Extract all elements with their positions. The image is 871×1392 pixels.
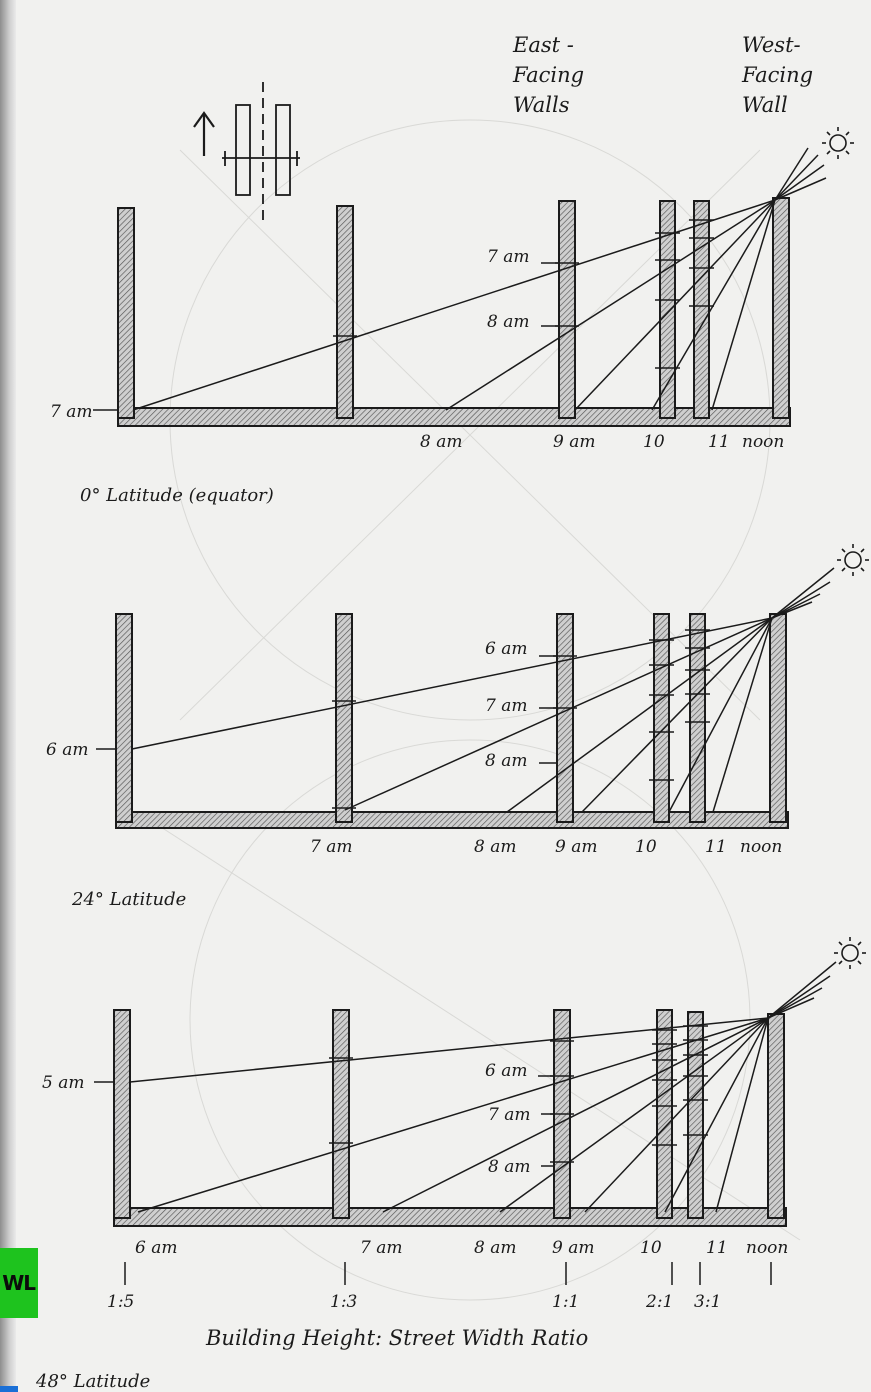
sun-icon xyxy=(822,127,854,159)
svg-text:9 am: 9 am xyxy=(555,837,597,857)
ray-tick-marks xyxy=(329,1025,708,1163)
diagram-caption: 0° Latitude (equator) xyxy=(80,485,274,506)
wall-time-labels: 6 am 6 am 7 am 8 am xyxy=(46,639,557,771)
svg-text:8 am: 8 am xyxy=(474,1238,516,1258)
ground-slab xyxy=(117,407,791,427)
svg-text:10: 10 xyxy=(643,432,665,452)
ratio-label: 2:1 xyxy=(645,1292,673,1312)
svg-text:11: 11 xyxy=(708,432,730,452)
svg-text:10: 10 xyxy=(640,1238,662,1258)
sun-rays xyxy=(132,147,827,411)
svg-text:noon: noon xyxy=(740,837,782,857)
svg-text:8 am: 8 am xyxy=(474,837,516,857)
svg-text:6 am: 6 am xyxy=(485,1061,527,1081)
ratio-label: 1:5 xyxy=(107,1292,134,1312)
svg-text:7 am: 7 am xyxy=(310,837,352,857)
building-walls xyxy=(113,1009,785,1219)
svg-text:9 am: 9 am xyxy=(553,432,595,452)
sun-icon xyxy=(837,544,869,576)
east-facing-label: East - Facing Walls xyxy=(512,33,584,117)
sun-rays xyxy=(131,567,835,813)
svg-text:5 am: 5 am xyxy=(42,1073,84,1093)
west-facing-label: West- Facing Wall xyxy=(741,33,813,117)
ratio-label: 3:1 xyxy=(694,1292,721,1312)
svg-text:8 am: 8 am xyxy=(488,1157,530,1177)
ground-time-labels: 7 am 8 am 9 am 10 11 noon xyxy=(310,837,782,857)
ground-time-labels: 6 am 7 am 8 am 9 am 10 11 noon xyxy=(135,1238,788,1258)
ratio-label: 1:1 xyxy=(552,1292,579,1312)
wall-time-labels: 5 am 6 am 7 am 8 am xyxy=(42,1061,554,1177)
svg-text:11: 11 xyxy=(706,1238,728,1258)
svg-text:Facing: Facing xyxy=(741,63,813,87)
svg-text:7 am: 7 am xyxy=(360,1238,402,1258)
svg-text:noon: noon xyxy=(742,432,784,452)
ground-slab xyxy=(113,1207,787,1227)
ratio-title: Building Height: Street Width Ratio xyxy=(205,1326,588,1350)
sun-icon xyxy=(834,937,866,969)
svg-text:Facing: Facing xyxy=(512,63,584,87)
svg-text:noon: noon xyxy=(746,1238,788,1258)
ground-slab xyxy=(115,811,789,829)
north-arrow-icon xyxy=(193,111,215,156)
svg-text:8 am: 8 am xyxy=(420,432,462,452)
building-walls xyxy=(117,197,790,419)
wall-time-labels: 7 am 7 am 8 am xyxy=(50,247,559,422)
svg-text:7 am: 7 am xyxy=(50,402,92,422)
ray-tick-marks xyxy=(332,629,710,809)
svg-text:Wall: Wall xyxy=(742,93,788,117)
ray-tick-marks xyxy=(333,219,714,369)
ratio-label: 1:3 xyxy=(330,1292,357,1312)
svg-text:7 am: 7 am xyxy=(487,247,529,267)
svg-text:West-: West- xyxy=(742,33,801,57)
ratio-scale: 1:5 1:3 1:1 2:1 3:1 Building Height: Str… xyxy=(107,1262,772,1350)
svg-text:6 am: 6 am xyxy=(485,639,527,659)
svg-text:9 am: 9 am xyxy=(552,1238,594,1258)
ground-time-labels: 8 am 9 am 10 11 noon xyxy=(420,432,784,452)
svg-text:7 am: 7 am xyxy=(488,1105,530,1125)
svg-text:8 am: 8 am xyxy=(485,751,527,771)
diagram-24-latitude: 6 am 6 am 7 am 8 am 7 am 8 am 9 am 10 11… xyxy=(46,544,869,910)
svg-text:Walls: Walls xyxy=(513,93,570,117)
wl-badge[interactable]: WL xyxy=(0,1248,38,1318)
street-plan-icon xyxy=(222,82,300,220)
scan-edge-shadow xyxy=(0,0,16,1392)
svg-text:East -: East - xyxy=(512,33,574,57)
svg-text:10: 10 xyxy=(635,837,657,857)
sun-rays xyxy=(129,961,837,1213)
svg-text:7 am: 7 am xyxy=(485,696,527,716)
blue-corner-bar xyxy=(0,1386,18,1392)
diagram-48-latitude: 5 am 6 am 7 am 8 am 6 am 7 am 8 am 9 am … xyxy=(42,937,866,1258)
svg-text:11: 11 xyxy=(705,837,727,857)
building-walls xyxy=(115,613,787,823)
svg-text:8 am: 8 am xyxy=(487,312,529,332)
diagram-caption-48: 48° Latitude xyxy=(35,1371,150,1392)
svg-text:6 am: 6 am xyxy=(46,740,88,760)
svg-text:6 am: 6 am xyxy=(135,1238,177,1258)
diagram-equator: 7 am 7 am 8 am 8 am 9 am 10 11 noon 0° L… xyxy=(50,127,854,506)
diagram-caption: 24° Latitude xyxy=(71,889,186,910)
